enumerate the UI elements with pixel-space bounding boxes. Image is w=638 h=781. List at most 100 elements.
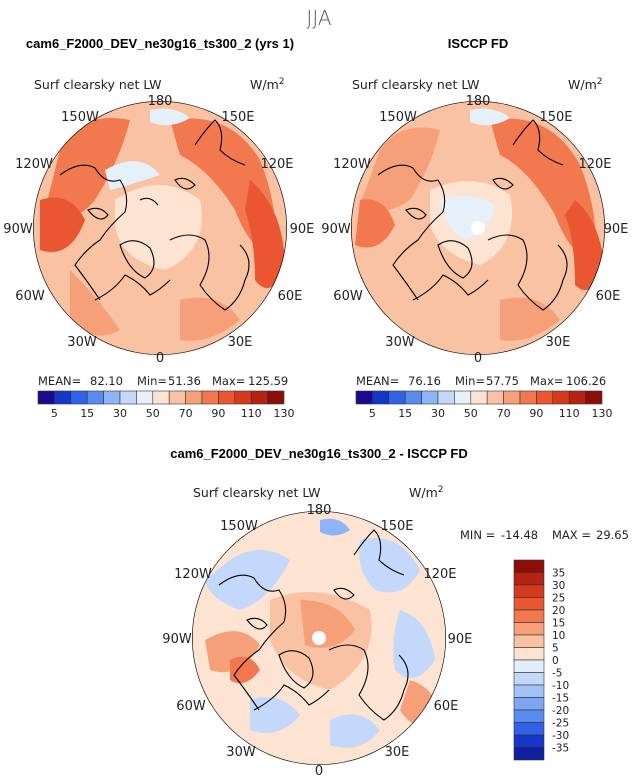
lon-label-120E: 120E [423,567,456,582]
min-value: -14.48 [501,528,538,542]
colorbar-swatch [486,390,504,405]
units-label: W/m2 [568,77,602,92]
lon-label-90E: 90E [604,222,629,237]
colorbar-swatch [513,572,545,586]
lon-label-120W: 120W [174,567,212,582]
colorbar-swatch [388,390,406,405]
colorbar-swatch [568,390,586,405]
lon-label-60E: 60E [434,699,459,714]
colorbar-swatch [513,559,545,573]
lon-label-30E: 30E [385,745,410,760]
lon-label-60W: 60W [333,289,363,304]
panel-obs: ISCCP FD Surf clearsky net LW W/m2 [321,36,628,420]
min-label: Min= [137,374,167,388]
lon-label-90W: 90W [3,222,33,237]
lon-label-30W: 30W [226,745,256,760]
colorbar-swatch [70,390,88,405]
lon-label-60E: 60E [278,289,303,304]
colorbar-swatch [513,672,545,686]
max-label: MAX = [552,528,591,542]
colorbar: 5 15 30 50 70 90 110 130 [37,390,295,420]
colorbar-swatch [552,390,570,405]
colorbar-label: 10 [552,630,565,642]
field-label: Surf clearsky net LW [352,77,480,92]
mean-label: MEAN= [356,374,399,388]
lon-label-180: 180 [307,503,332,518]
colorbar-swatch [152,390,170,405]
mean-value: 82.10 [90,374,123,388]
field-label: Surf clearsky net LW [193,485,321,500]
colorbar-swatch [267,390,285,405]
colorbar-swatch [503,390,521,405]
stats-line: MIN = -14.48 MAX = 29.65 [460,528,629,542]
colorbar-swatch [519,390,537,405]
panel-title: ISCCP FD [448,36,508,51]
colorbar-swatch [136,390,154,405]
colorbar-label: 30 [431,407,445,420]
map-field [351,101,605,355]
units-base: W/m [250,77,279,92]
colorbar-swatch [513,697,545,711]
colorbar-label: 50 [146,407,160,420]
lon-label-90W: 90W [321,222,351,237]
lon-label-0: 0 [474,351,482,366]
lon-label-150W: 150W [379,110,417,125]
lon-label-120W: 120W [15,157,53,172]
max-label: Max= [212,374,245,388]
colorbar-label: 0 [552,655,559,667]
panel-title: cam6_F2000_DEV_ne30g16_ts300_2 - ISCCP F… [170,446,468,461]
colorbar-swatch [513,584,545,598]
panel-title: cam6_F2000_DEV_ne30g16_ts300_2 (yrs 1) [26,36,294,51]
colorbar-swatch [513,647,545,661]
units-base: W/m [568,77,597,92]
colorbar-swatch [470,390,488,405]
colorbar-swatch [54,390,72,405]
colorbar-swatch [513,709,545,723]
min-label: Min= [455,374,485,388]
colorbar-label: 5 [552,643,559,655]
colorbar-label: 110 [241,407,262,420]
lon-label-150W: 150W [220,519,258,534]
colorbar-label: 130 [592,407,613,420]
colorbar-swatch [513,597,545,611]
lon-label-150W: 150W [61,110,99,125]
min-value: 51.36 [168,374,201,388]
lon-label-0: 0 [315,764,323,779]
max-label: Max= [530,374,563,388]
colorbar-label: 5 [369,407,376,420]
colorbar: 5 15 30 50 70 90 110 130 [355,390,613,420]
colorbar-swatch [513,734,545,748]
colorbar-swatch [103,390,121,405]
colorbar-label: 5 [51,407,58,420]
max-value: 125.59 [248,374,288,388]
lon-label-60E: 60E [596,289,621,304]
colorbar-swatch [536,390,554,405]
colorbar-label: -20 [552,705,569,717]
stats-line: MEAN= 82.10 Min= 51.36 Max= 125.59 [38,374,288,388]
units-exponent: 2 [279,77,285,87]
colorbar-label: 130 [274,407,295,420]
colorbar-swatch [119,390,137,405]
map-field [33,101,287,355]
lon-label-150E: 150E [380,519,413,534]
panel-model: cam6_F2000_DEV_ne30g16_ts300_2 (yrs 1) S… [3,36,314,420]
min-label: MIN = [460,528,495,542]
colorbar-label: 15 [552,618,565,630]
colorbar-swatch [513,634,545,648]
colorbar-label: 30 [113,407,127,420]
lon-label-150E: 150E [539,110,572,125]
colorbar-label: 110 [559,407,580,420]
colorbar-swatch [168,390,186,405]
lon-label-30W: 30W [385,335,415,350]
mean-label: MEAN= [38,374,81,388]
units-exponent: 2 [597,77,603,87]
colorbar-swatch [86,390,104,405]
lon-label-180: 180 [466,94,491,109]
colorbar-swatch [218,390,236,405]
colorbar-swatch [513,622,545,636]
lon-labels: 180 150E 120E 90E 60E 30E 0 30W 60W 90W … [321,94,628,366]
colorbar-swatch [250,390,268,405]
colorbar-swatch [513,684,545,698]
